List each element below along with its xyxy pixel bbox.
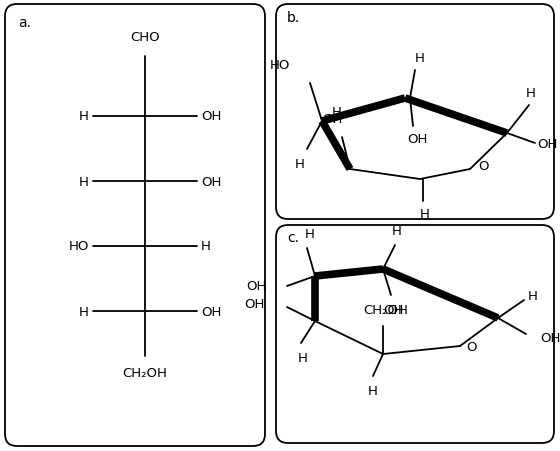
Text: OH: OH (245, 298, 265, 311)
Text: H: H (526, 87, 536, 100)
Text: H: H (420, 207, 430, 221)
Text: H: H (79, 305, 89, 318)
Text: H: H (392, 225, 402, 238)
Text: OH: OH (383, 304, 403, 316)
Text: CH₂OH: CH₂OH (363, 304, 408, 316)
Text: O: O (478, 160, 488, 173)
Text: H: H (201, 240, 211, 253)
Text: a.: a. (18, 16, 31, 30)
Text: H: H (79, 175, 89, 188)
Text: CHO: CHO (130, 31, 160, 44)
Text: H: H (295, 158, 305, 170)
Text: O: O (466, 341, 477, 354)
Text: H: H (332, 105, 342, 118)
FancyBboxPatch shape (276, 226, 554, 443)
Text: OH: OH (201, 175, 221, 188)
Text: CH₂OH: CH₂OH (123, 366, 167, 379)
Text: H: H (305, 227, 315, 240)
Text: OH: OH (537, 137, 557, 150)
FancyBboxPatch shape (5, 5, 265, 446)
Text: H: H (368, 384, 378, 397)
Text: OH: OH (201, 305, 221, 318)
Text: H: H (298, 351, 308, 364)
Text: OH: OH (201, 110, 221, 123)
Text: HO: HO (69, 240, 89, 253)
Text: H: H (415, 52, 425, 65)
Text: HO: HO (269, 59, 290, 72)
Text: OH: OH (540, 332, 560, 345)
Text: c.: c. (287, 230, 299, 244)
Text: b.: b. (287, 11, 300, 25)
FancyBboxPatch shape (276, 5, 554, 220)
Text: OH: OH (322, 113, 342, 126)
Text: H: H (79, 110, 89, 123)
Text: OH: OH (407, 133, 427, 146)
Text: H: H (528, 290, 538, 303)
Text: OH: OH (246, 280, 267, 293)
